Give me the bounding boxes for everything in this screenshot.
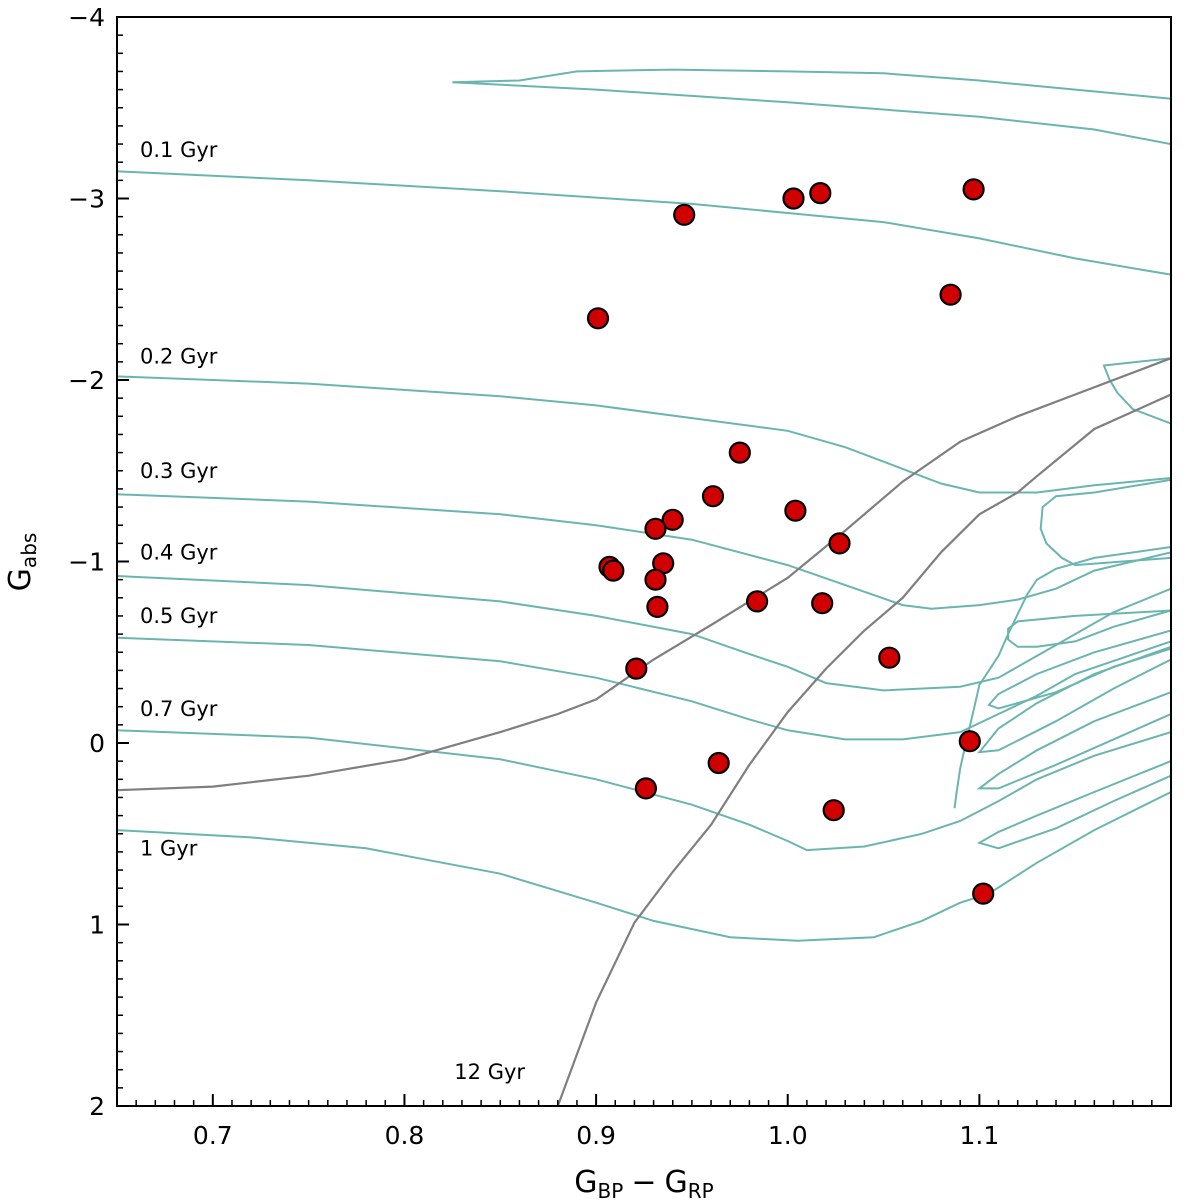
y-axis-title-main: G <box>3 568 38 591</box>
isochrone-label: 1 Gyr <box>140 837 198 861</box>
y-tick-label: −3 <box>68 185 105 214</box>
isochrone-label: 0.5 Gyr <box>140 604 218 628</box>
isochrone-label: 0.2 Gyr <box>140 345 218 369</box>
isochrone-label: 0.7 Gyr <box>140 697 218 721</box>
star-point <box>644 517 667 540</box>
isochrone-line-9 <box>1102 357 1171 425</box>
isochrone-line-5 <box>117 729 1171 852</box>
isochrone-line-1 <box>117 375 1171 494</box>
star-point <box>972 882 995 905</box>
x-tick-label: 1.1 <box>959 1121 999 1150</box>
x-tick-label: 1.0 <box>768 1121 808 1150</box>
y-axis-title: Gabs <box>3 533 41 592</box>
isochrone-line-15 <box>976 691 1171 790</box>
x-tick-label: 0.8 <box>385 1121 425 1150</box>
y-axis-title-sub: abs <box>17 533 41 568</box>
isochrone-line-0 <box>117 170 1171 276</box>
isochrone-line-8 <box>452 81 1171 146</box>
x-tick-label: 0.7 <box>193 1121 233 1150</box>
star-point <box>673 203 696 226</box>
star-point <box>784 499 807 522</box>
star-point <box>745 590 769 613</box>
y-tick-label: −2 <box>68 366 105 395</box>
isochrone-label: 0.4 Gyr <box>140 541 218 565</box>
star-point <box>809 182 832 205</box>
star-point <box>728 441 751 464</box>
x-tick-label: 0.9 <box>576 1121 616 1150</box>
star-point <box>602 559 625 582</box>
x-axis-title: GBP − GRP <box>574 1165 713 1200</box>
isochrone-line-6 <box>117 791 1171 942</box>
star-point <box>661 508 684 531</box>
x-axis-title-main: G <box>574 1165 597 1200</box>
isochrone-line-12 <box>1007 609 1171 648</box>
x-axis-title-sub2: RP <box>688 1179 714 1200</box>
isochrone-label: 0.1 Gyr <box>140 138 218 162</box>
isochrone-line-2 <box>117 493 1171 610</box>
star-point <box>586 307 610 330</box>
star-point <box>707 751 730 775</box>
star-point <box>634 777 658 800</box>
star-point <box>878 646 901 669</box>
star-point <box>701 485 725 508</box>
isochrone-label: 12 Gyr <box>454 1060 525 1084</box>
isochrone-lines <box>117 68 1171 942</box>
x-axis-title-sub1: BP <box>598 1179 624 1200</box>
star-point <box>782 187 805 210</box>
isochrone-line-13 <box>987 629 1171 710</box>
isochrone-label: 0.3 Gyr <box>140 459 218 483</box>
star-point <box>811 592 834 615</box>
isochrone-line-14 <box>977 645 1171 754</box>
isochrone-line-3 <box>117 575 1171 692</box>
isochrone-labels: 0.1 Gyr 0.2 Gyr 0.3 Gyr 0.4 Gyr 0.5 Gyr 0.7 G… <box>140 138 525 1084</box>
isochrone-line-10 <box>1039 478 1171 567</box>
star-point <box>644 568 667 591</box>
y-tick-label: −1 <box>68 548 105 577</box>
star-point <box>939 283 962 306</box>
plot-frame <box>116 16 1172 1107</box>
axis-ticks: −4 −3 −2 −1 0 1 2 0.7 0.8 0.9 1.0 1.1 <box>68 3 1153 1150</box>
isochrone-line-4 <box>117 636 1171 741</box>
isochrone-line-7 <box>452 68 1171 100</box>
old-isochrone-line-1 <box>117 357 1171 792</box>
x-axis-title-op: − <box>631 1165 656 1200</box>
star-point <box>962 178 985 201</box>
star-point <box>828 532 851 555</box>
y-tick-label: −4 <box>68 3 105 32</box>
star-point <box>822 799 845 822</box>
y-tick-label: 2 <box>89 1092 105 1121</box>
data-points <box>586 178 995 905</box>
star-point <box>646 595 669 619</box>
star-point <box>625 657 648 680</box>
old-isochrone-line-0 <box>556 393 1171 1106</box>
star-point <box>958 730 981 753</box>
y-tick-label: 0 <box>89 729 105 758</box>
isochrone-line-16 <box>976 760 1171 850</box>
old-isochrone-lines <box>117 357 1171 1106</box>
x-axis-title-main2: G <box>664 1165 687 1200</box>
y-tick-label: 1 <box>89 911 105 940</box>
isochrone-line-11 <box>953 546 1171 809</box>
